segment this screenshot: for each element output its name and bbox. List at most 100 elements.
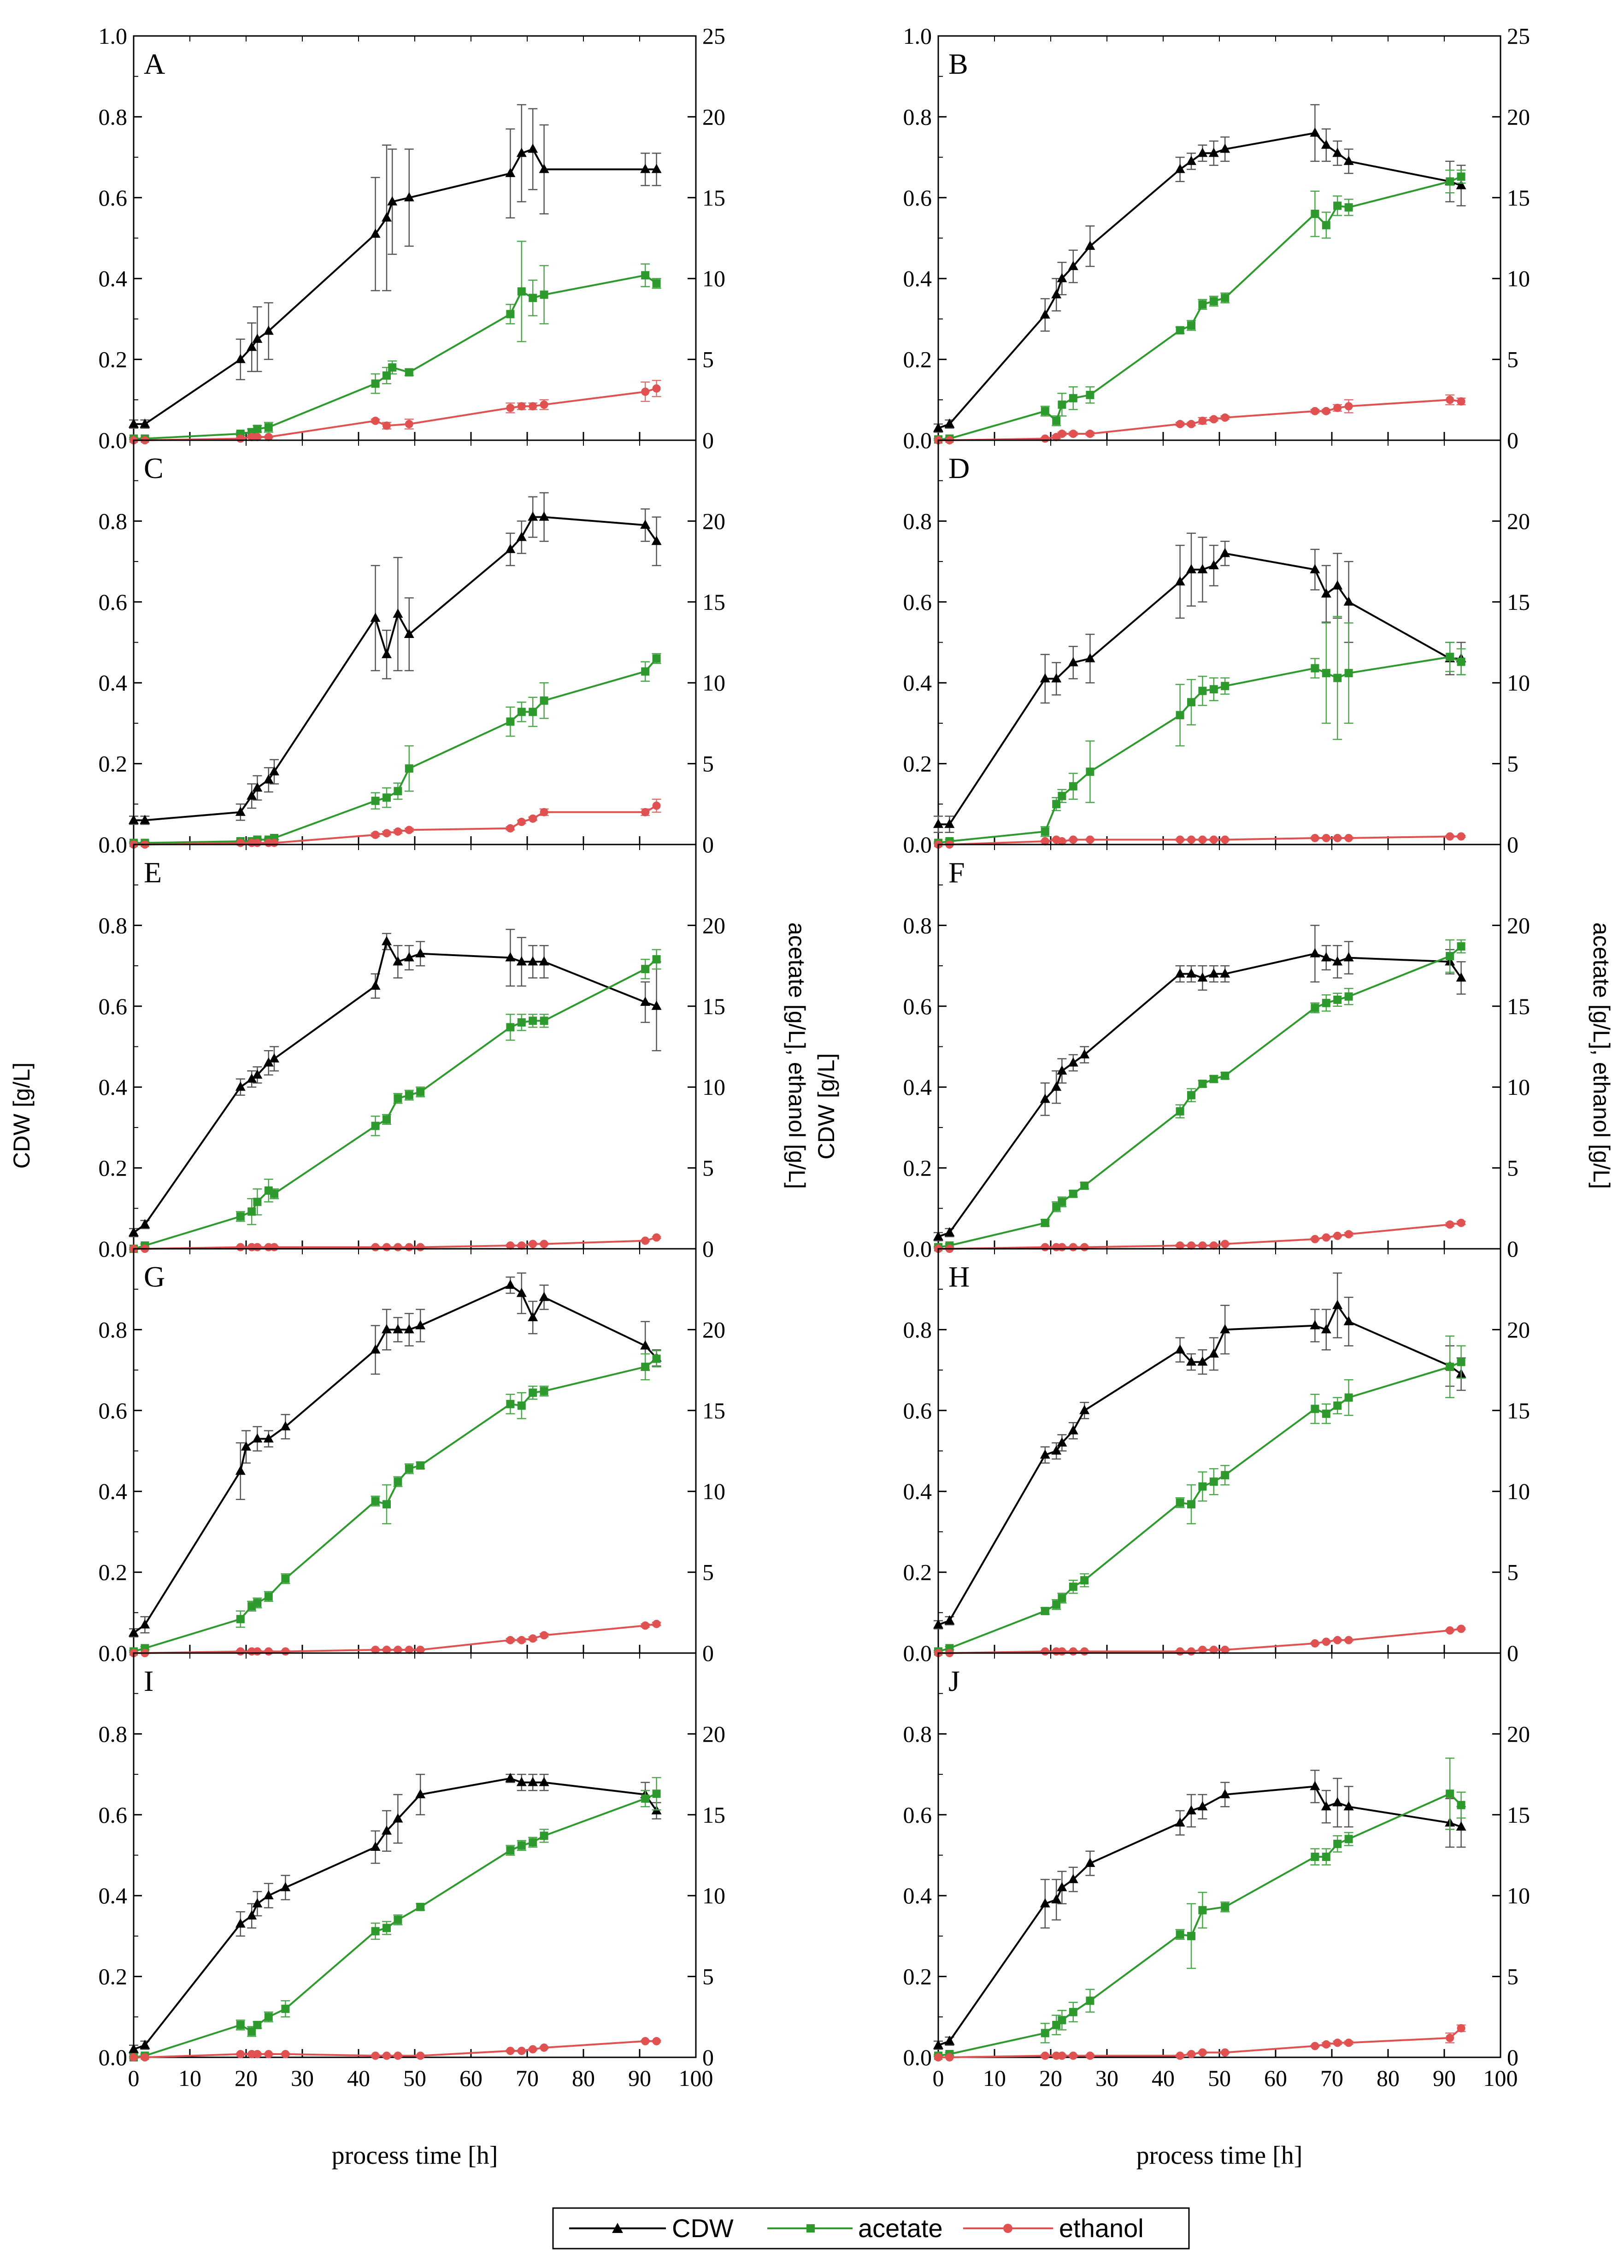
data-point-cdw xyxy=(140,2039,150,2049)
y2tick-label-h: 0 xyxy=(1507,1640,1518,1666)
data-point-ethanol xyxy=(652,801,661,810)
data-point-acetate xyxy=(1311,664,1319,673)
panel-e: 0.0 0.2 0.4 0.6 0.8 0 5 10 15 20 E xyxy=(99,844,725,1262)
data-point-acetate xyxy=(1198,686,1207,695)
data-point-cdw xyxy=(263,1433,274,1443)
left-axis-title-right-column: CDW [g/L] xyxy=(813,1053,839,1160)
data-point-ethanol xyxy=(394,2051,402,2060)
data-point-ethanol xyxy=(270,839,278,847)
data-point-acetate xyxy=(517,1841,526,1850)
plot-frame-f xyxy=(937,844,1501,1250)
data-point-ethanol xyxy=(416,1645,425,1654)
data-point-acetate xyxy=(1080,1576,1089,1585)
series-cdw-d xyxy=(933,532,1466,833)
data-point-acetate xyxy=(1086,1996,1094,2005)
data-point-acetate xyxy=(1221,1471,1230,1480)
data-point-acetate xyxy=(1069,1189,1077,1198)
data-point-acetate xyxy=(1457,942,1465,951)
data-point-cdw xyxy=(528,1777,538,1786)
series-cdw-g xyxy=(129,1272,662,1638)
data-point-ethanol xyxy=(641,387,650,396)
data-point-ethanol xyxy=(506,403,515,412)
series-line-cdw xyxy=(938,952,1462,1238)
data-point-cdw xyxy=(1057,273,1067,283)
ytick-label-f: 0.4 xyxy=(903,1074,932,1100)
data-point-acetate xyxy=(540,1387,548,1395)
data-point-acetate xyxy=(1457,1358,1465,1366)
data-point-acetate xyxy=(1187,1091,1195,1099)
y2tick-label-g: 20 xyxy=(702,1317,725,1342)
data-point-cdw xyxy=(235,1081,246,1091)
y2tick-label-c: 20 xyxy=(702,508,725,534)
data-point-ethanol xyxy=(1344,833,1353,842)
data-point-cdw xyxy=(1456,1821,1466,1831)
ytick-label-c: 0.4 xyxy=(99,670,128,696)
data-point-acetate xyxy=(1176,1498,1184,1507)
y2tick-label-a: 25 xyxy=(702,23,725,49)
data-point-ethanol xyxy=(540,1631,548,1640)
data-point-cdw xyxy=(393,1324,403,1334)
data-point-ethanol xyxy=(371,416,380,425)
xtick-label-i: 0 xyxy=(128,2065,140,2091)
data-point-ethanol xyxy=(1069,2051,1077,2060)
data-point-cdw xyxy=(415,1320,426,1329)
data-point-acetate xyxy=(641,1794,650,1803)
data-point-cdw xyxy=(539,1777,549,1786)
data-point-ethanol xyxy=(517,402,526,411)
data-point-cdw xyxy=(651,1000,662,1010)
data-point-acetate xyxy=(1333,1401,1342,1410)
data-point-cdw xyxy=(247,790,257,800)
ytick-label-i: 0.0 xyxy=(99,2044,128,2070)
data-point-cdw xyxy=(404,1324,414,1334)
series-line-ethanol xyxy=(134,387,657,441)
data-point-acetate xyxy=(652,955,661,964)
data-point-acetate xyxy=(1176,1930,1184,1939)
ytick-label-b: 0.4 xyxy=(903,266,932,291)
data-point-ethanol xyxy=(236,2049,245,2058)
data-point-cdw xyxy=(382,936,392,945)
data-point-ethanol xyxy=(1457,1624,1465,1633)
xtick-label-i: 30 xyxy=(291,2065,314,2091)
data-point-ethanol xyxy=(641,1236,650,1245)
data-point-ethanol xyxy=(1322,1233,1330,1242)
series-line-acetate xyxy=(938,1361,1462,1653)
data-point-ethanol xyxy=(506,1636,515,1644)
data-point-cdw xyxy=(241,1441,251,1451)
data-point-cdw xyxy=(1321,139,1331,149)
y2tick-label-d: 15 xyxy=(1507,589,1530,615)
data-point-acetate xyxy=(1446,952,1454,961)
y2tick-label-f: 10 xyxy=(1507,1074,1530,1100)
data-point-acetate xyxy=(1333,201,1342,210)
data-point-cdw xyxy=(263,774,274,784)
ytick-label-a: 0.0 xyxy=(99,427,128,453)
data-point-ethanol xyxy=(1221,1240,1230,1248)
y2tick-label-g: 15 xyxy=(702,1398,725,1423)
panels: 0.00.20.40.60.81.00510152025A0.00.20.40.… xyxy=(99,23,1530,2091)
data-point-ethanol xyxy=(281,1647,290,1656)
y2tick-label-c: 5 xyxy=(702,751,714,777)
data-point-cdw xyxy=(1085,1858,1095,1867)
data-point-cdw xyxy=(1197,972,1208,982)
data-point-cdw xyxy=(1310,564,1320,573)
data-point-ethanol xyxy=(1041,2051,1049,2060)
data-point-ethanol xyxy=(1322,1637,1330,1646)
ytick-label-a: 1.0 xyxy=(99,23,128,49)
data-point-ethanol xyxy=(253,432,262,441)
data-point-cdw xyxy=(1343,1316,1354,1325)
data-point-acetate xyxy=(264,2013,273,2021)
data-point-cdw xyxy=(1051,673,1062,683)
data-point-acetate xyxy=(506,310,515,319)
ytick-label-h: 0.4 xyxy=(903,1478,932,1504)
panel-letter-d: D xyxy=(948,452,970,484)
data-point-cdw xyxy=(505,543,516,553)
data-point-acetate xyxy=(1209,1075,1218,1083)
data-point-acetate xyxy=(405,1091,413,1099)
data-point-cdw xyxy=(933,1619,943,1629)
data-point-acetate xyxy=(1041,1218,1049,1227)
plot-frame-e xyxy=(133,844,697,1250)
data-point-ethanol xyxy=(264,2049,273,2058)
data-point-ethanol xyxy=(1187,419,1195,428)
data-point-cdw xyxy=(944,819,955,828)
data-point-ethanol xyxy=(1187,2049,1195,2058)
series-ethanol-a xyxy=(129,379,661,444)
